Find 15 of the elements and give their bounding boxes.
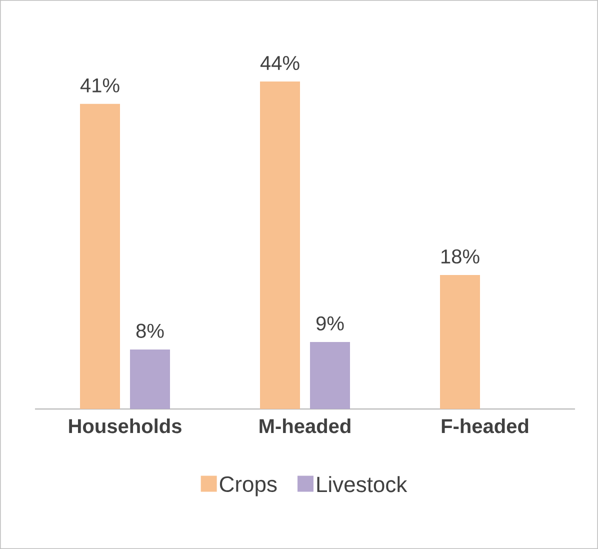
x-tick-label: F-headed <box>442 418 528 434</box>
data-label: 8% <box>136 324 164 338</box>
data-label: 18% <box>442 249 480 264</box>
x-tick-label: Households <box>69 418 182 434</box>
bar <box>440 275 480 409</box>
x-tick-label: M-headed <box>260 418 350 434</box>
bar <box>260 82 300 409</box>
bar <box>130 349 170 409</box>
legend-label: Crops <box>220 476 277 496</box>
bar <box>80 104 120 409</box>
bar <box>310 342 350 409</box>
data-label: 9% <box>316 316 344 331</box>
data-label: 41% <box>80 78 120 92</box>
legend-label: Livestock <box>317 476 408 492</box>
data-label: 44% <box>260 56 300 70</box>
